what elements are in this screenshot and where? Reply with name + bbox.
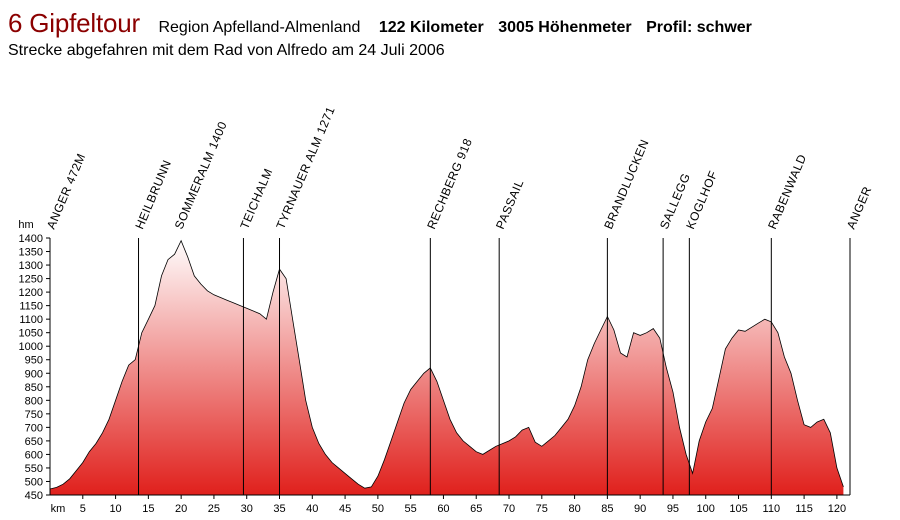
x-tick-label: 80 [568,503,580,515]
waypoint-lines-layer [138,238,851,495]
y-tick-label: 650 [25,436,43,448]
y-axis-label: hm [18,219,33,231]
x-tick-label: 110 [763,503,781,515]
x-axis-label: km [51,503,66,515]
x-tick-label: 30 [241,503,253,515]
x-tick-label: 5 [80,503,86,515]
x-tick-label: 95 [667,503,679,515]
waypoint-label: SOMMERALM 1400 [172,119,230,231]
x-tick-label: 75 [536,503,548,515]
x-tick-label: 45 [339,503,351,515]
x-tick-label: 90 [634,503,646,515]
y-tick-label: 600 [25,449,43,461]
y-tick-label: 750 [25,409,43,421]
y-tick-label: 1400 [19,233,43,245]
x-tick-label: 115 [795,503,813,515]
profile-area-layer [49,239,844,495]
chart-subtitle: Strecke abgefahren mit dem Rad von Alfre… [8,42,445,59]
y-tick-label: 1050 [19,328,43,340]
x-tick-label: 120 [828,503,846,515]
x-tick-label: 70 [503,503,515,515]
x-tick-label: 20 [175,503,187,515]
waypoint-label: PASSAIL [493,177,526,231]
waypoint-label: TEICHALM [237,166,275,231]
x-tick-label: 105 [729,503,747,515]
y-tick-label: 1000 [19,341,43,353]
chart-title: 6 Gipfeltour [8,8,141,38]
profile-label: Profil: schwer [646,19,752,36]
x-tick-label: 50 [372,503,384,515]
y-tick-label: 1300 [19,260,43,272]
waypoint-label: RABENWALD [765,152,809,231]
x-tick-label: 35 [273,503,285,515]
y-tick-label: 700 [25,422,43,434]
waypoint-label: HEILBRUNN [132,158,174,231]
axes-layer: 4505005506006507007508008509009501000105… [18,219,850,515]
waypoint-label: BRANDLUCKEN [601,137,651,231]
waypoint-label: ANGER [844,184,875,231]
y-tick-label: 800 [25,395,43,407]
title-line: 6 Gipfeltour Region Apfelland-Almenland … [8,8,762,39]
x-tick-label: 40 [306,503,318,515]
x-tick-label: 100 [697,503,715,515]
x-tick-label: 55 [405,503,417,515]
waypoint-label: ANGER 472M [44,151,89,231]
y-tick-label: 900 [25,368,43,380]
waypoint-label: RECHBERG 918 [424,136,475,231]
x-tick-label: 10 [109,503,121,515]
x-tick-label: 65 [470,503,482,515]
x-tick-label: 85 [601,503,613,515]
profile-area [50,240,844,495]
distance-label: 122 Kilometer [378,19,484,36]
elevation-gain-label: 3005 Höhenmeter [498,19,632,36]
y-tick-label: 450 [25,490,43,502]
y-tick-label: 950 [25,355,43,367]
x-tick-label: 15 [142,503,154,515]
y-tick-label: 1100 [19,314,43,326]
y-tick-label: 1200 [19,287,43,299]
y-tick-label: 500 [25,476,43,488]
x-tick-label: 25 [208,503,220,515]
y-tick-label: 1350 [19,247,43,259]
y-tick-label: 550 [25,463,43,475]
y-tick-label: 850 [25,382,43,394]
y-tick-label: 1150 [19,301,43,313]
y-tick-label: 1250 [19,274,43,286]
profile-outline [49,239,844,490]
x-tick-label: 60 [437,503,449,515]
waypoint-label: TYRNAUER ALM 1271 [273,104,337,231]
region-label: Region Apfelland-Almenland [158,19,361,36]
